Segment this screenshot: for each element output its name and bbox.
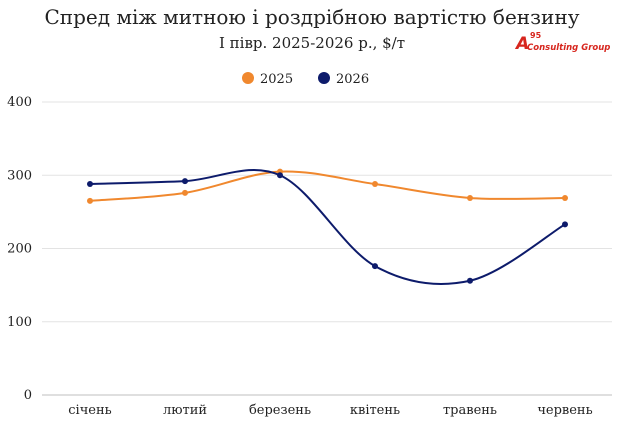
- x-tick-label: травень: [443, 403, 497, 418]
- legend-label-2025: 2025: [260, 72, 293, 87]
- legend-marker-2025: [242, 72, 254, 84]
- x-tick-label: березень: [249, 403, 311, 418]
- series-line-2025: [89, 170, 566, 202]
- x-tick-label: квітень: [350, 403, 400, 418]
- series-lines: [87, 168, 568, 285]
- data-point-2025: [87, 197, 93, 204]
- legend-label-2026: 2026: [336, 72, 369, 87]
- data-point-2026: [87, 181, 93, 188]
- a95-consulting-logo: A 95 Consulting Group: [516, 31, 611, 56]
- logo-superscript: 95: [530, 31, 542, 40]
- data-point-2026: [182, 178, 188, 185]
- data-point-2026: [467, 277, 473, 284]
- logo-mark: A: [516, 34, 530, 54]
- data-point-2026: [277, 172, 283, 179]
- data-point-2025: [372, 181, 378, 188]
- chart-subtitle: І півр. 2025-2026 р., $/т: [218, 34, 406, 52]
- x-tick-label: червень: [537, 403, 592, 418]
- y-tick-label: 0: [24, 388, 32, 403]
- x-axis: січень лютий березень квітень травень червень: [68, 403, 592, 418]
- grid-lines: [42, 101, 612, 396]
- y-axis: 0 100 200 300 400: [7, 95, 32, 403]
- legend: 2025 2026: [242, 72, 369, 87]
- data-point-2026: [372, 263, 378, 270]
- y-tick-label: 200: [7, 242, 32, 257]
- logo-text: Consulting Group: [527, 43, 611, 53]
- chart-title: Спред між митною і роздрібною вартістю б…: [44, 5, 580, 29]
- data-point-2025: [467, 194, 473, 201]
- data-point-2025: [182, 189, 188, 196]
- x-tick-label: січень: [68, 403, 111, 418]
- data-point-2025: [562, 194, 568, 201]
- data-point-2026: [562, 221, 568, 228]
- legend-marker-2026: [318, 72, 330, 84]
- x-tick-label: лютий: [163, 403, 207, 418]
- y-tick-label: 300: [7, 168, 32, 183]
- series-line-2026: [89, 168, 566, 285]
- y-tick-label: 400: [7, 95, 32, 110]
- y-tick-label: 100: [7, 315, 32, 330]
